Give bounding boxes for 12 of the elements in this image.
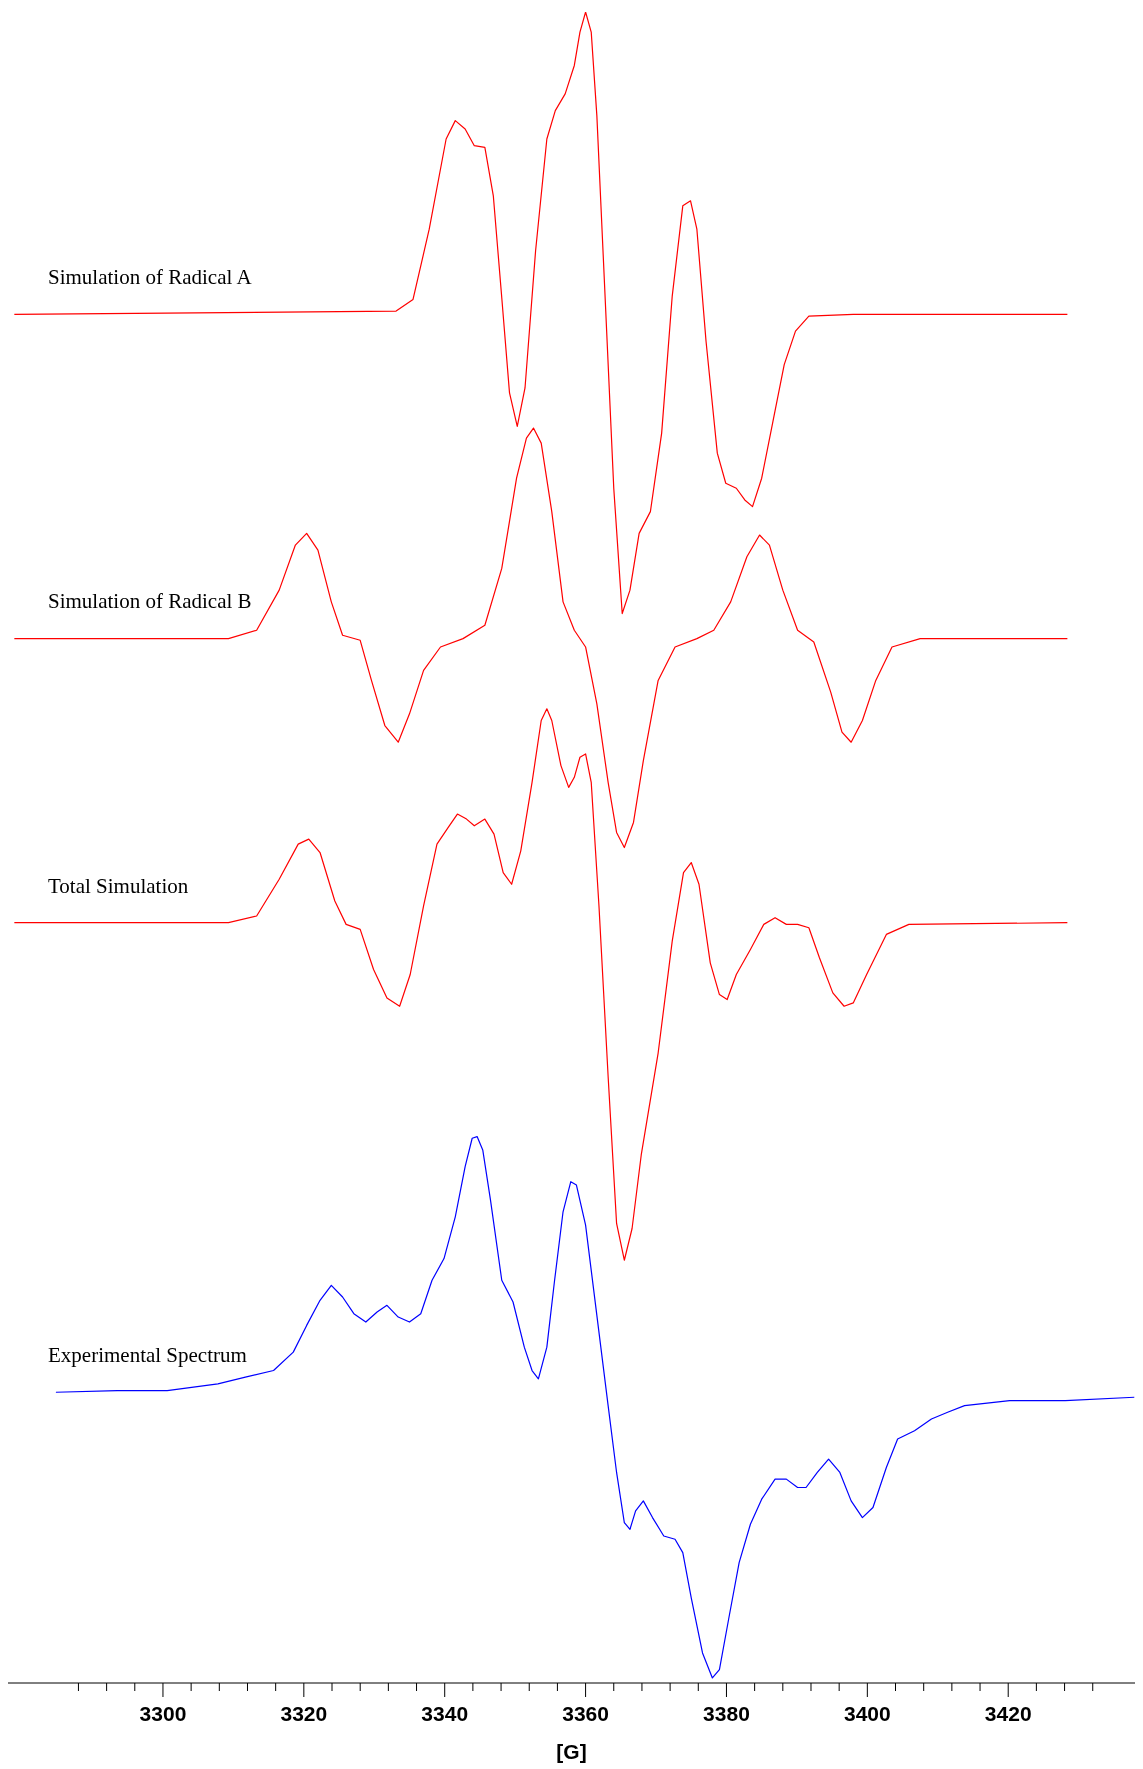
x-tick-label: 3420 — [984, 1702, 1032, 1725]
x-tick-label: 3340 — [421, 1702, 469, 1725]
series-label: Experimental Spectrum — [48, 1343, 247, 1368]
x-tick-label: 3380 — [703, 1702, 750, 1725]
series-label: Simulation of Radical B — [48, 589, 252, 614]
series-label: Simulation of Radical A — [48, 265, 253, 290]
series-label: Total Simulation — [48, 873, 189, 898]
x-axis-title: [G] — [556, 1740, 587, 1763]
x-tick-label: 3320 — [280, 1702, 328, 1725]
x-tick-label: 3400 — [843, 1702, 891, 1725]
x-tick-label: 3360 — [562, 1702, 609, 1725]
x-tick-label: 3300 — [139, 1702, 187, 1725]
